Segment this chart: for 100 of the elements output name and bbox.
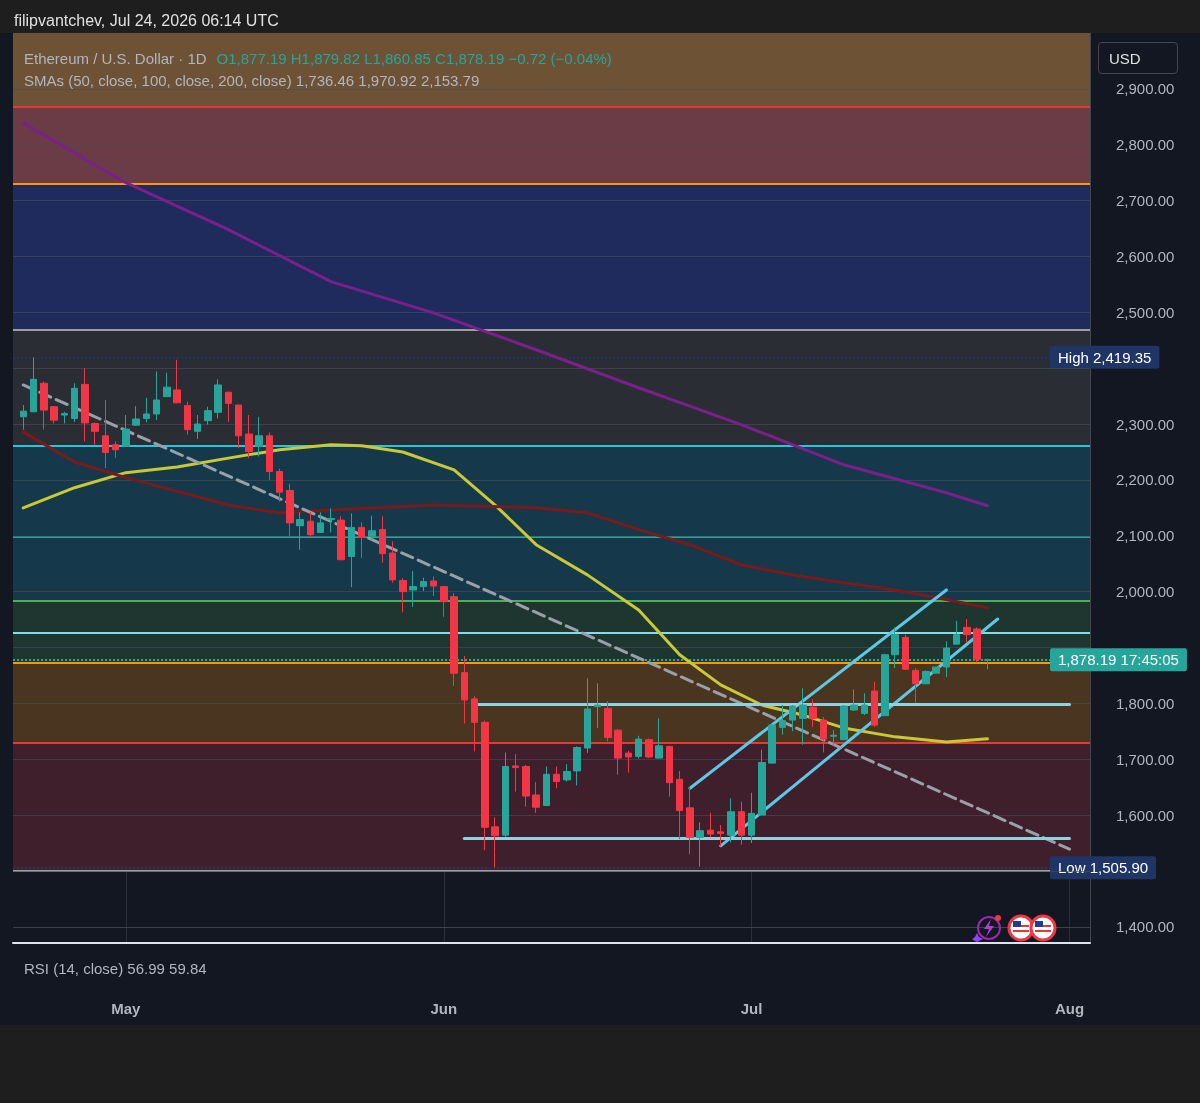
candlestick [932,666,940,674]
candlestick [317,511,324,534]
candlestick [522,764,530,808]
candlestick [809,698,817,728]
candlestick [286,483,294,537]
candlestick [112,440,119,459]
candlestick [645,738,653,759]
candlestick [922,669,930,685]
y-tick-label: 2,500.00 [1116,303,1175,321]
candlestick [532,781,540,814]
candlestick [379,515,386,564]
candlestick [50,405,58,424]
candlestick [132,405,140,427]
annotation: SMAs (50, close, 100, close, 200, close) 1,736.46 1,970.92 2,153.79 [24,72,480,89]
candlestick [420,577,427,592]
candlestick [81,367,89,442]
candlestick [707,812,714,838]
candlestick [122,414,130,447]
y-tick-label: 2,200.00 [1116,471,1175,489]
line-series [21,430,989,610]
candlestick [245,414,253,459]
y-tick-label: 2,700.00 [1116,192,1175,210]
y-tick-label: 1,400.00 [1116,918,1175,936]
candlestick [830,729,837,747]
candlestick [861,692,868,716]
candlestick [717,824,724,847]
candlestick [337,515,345,561]
candlestick [389,540,396,584]
y-tick-label: 1,800.00 [1116,694,1175,712]
candlestick [614,728,622,776]
candlestick [491,816,499,869]
ref-line-label: High 2,419.35 [1058,348,1152,366]
candlestick [194,414,201,440]
x-tick-label: Jul [740,1000,763,1017]
candlestick [481,720,489,851]
candlestick [625,750,632,774]
candlestick [440,586,448,618]
candlestick [512,753,519,793]
candlestick [912,667,919,704]
candlestick [307,511,314,538]
candlestick [727,797,735,843]
candlestick [973,626,981,664]
candlestick [266,431,273,481]
candlestick [153,371,160,421]
candlestick [850,688,858,712]
candlestick [430,576,437,597]
candlestick [255,416,263,457]
candlestick [779,704,786,736]
candlestick [584,677,591,754]
candlestick [399,577,407,613]
candlestick [789,704,796,732]
candlestick [450,592,458,687]
candlestick [768,722,776,764]
line-series [21,443,989,744]
candlestick [758,749,766,816]
candlestick [635,735,642,760]
candlestick [102,399,109,469]
candlestick [61,411,68,424]
y-tick-label: 2,300.00 [1116,415,1175,433]
candlestick [686,786,694,855]
y-tick-label: 2,900.00 [1116,80,1175,98]
candlestick [820,716,827,754]
candlestick [471,695,478,752]
candlestick [655,717,663,760]
candlestick [738,801,745,846]
candlestick [594,682,601,729]
candlestick [953,620,960,645]
candlestick [214,378,222,419]
candlestick [163,372,171,398]
candlestick [543,765,550,807]
candlestick [20,404,27,431]
candlestick [204,406,212,426]
x-tick-label: Jun [430,1000,458,1017]
candlestick [173,359,181,404]
y-tick-label: 2,800.00 [1116,136,1175,154]
candlestick [871,681,878,728]
annotation: O1,877.19 H1,879.82 L1,860.85 C1,878.19 −0.72 (−0.04%) [216,50,612,67]
candlestick [666,745,673,798]
candlestick [563,763,571,783]
candlestick [604,700,612,742]
y-tick-label: 2,100.00 [1116,527,1175,545]
y-tick-label: 1,700.00 [1116,750,1175,768]
candlestick [902,634,909,670]
y-tick-label: 2,000.00 [1116,583,1175,601]
candlestick [235,404,242,449]
text: Ethereum / U.S. Dollar · 1D [24,50,207,67]
candlestick [840,704,848,741]
candlestick [748,792,755,844]
candlestick [327,507,335,533]
candlestick [225,391,232,423]
y-tick-label: 1,600.00 [1116,806,1175,824]
candlestick [696,821,704,867]
candlestick [676,770,683,840]
candlestick [409,570,417,608]
chart-subtitle: filipvantchev, Jul 24, 2026 06:14 UTC [14,12,279,30]
text: USD [1098,42,1178,74]
candlestick [553,765,560,789]
candlestick [184,401,191,436]
line-series [21,121,989,508]
candlestick [358,521,365,559]
